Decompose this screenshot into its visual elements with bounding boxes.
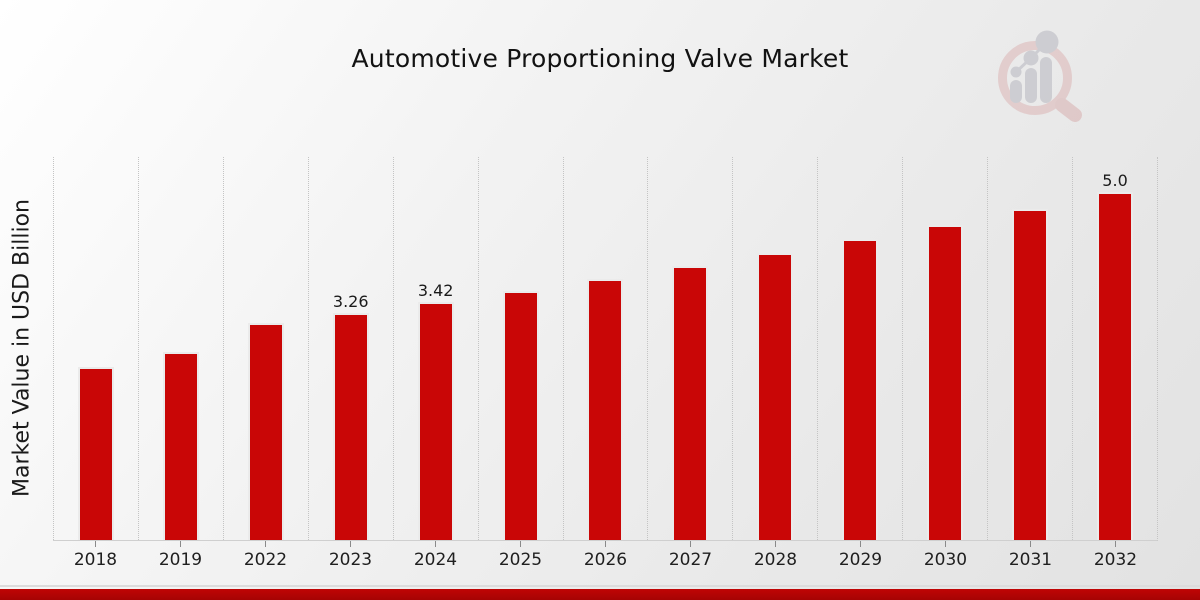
x-axis-tick bbox=[945, 541, 946, 547]
bar-value-label: 5.0 bbox=[1102, 170, 1128, 190]
bar-2032 bbox=[1097, 191, 1134, 540]
footer-red-bar bbox=[0, 589, 1200, 600]
x-axis-tick-label: 2032 bbox=[1093, 550, 1138, 570]
bar-column: 5.0 bbox=[1072, 157, 1157, 540]
x-axis-tick bbox=[350, 541, 351, 547]
bar-column: 3.42 bbox=[392, 157, 478, 540]
x-axis-tick-label: 2019 bbox=[158, 550, 203, 570]
bar-2031 bbox=[1012, 209, 1049, 540]
logo-dot-large bbox=[1035, 30, 1059, 54]
bar-2024 bbox=[417, 301, 454, 540]
x-axis-tick-label: 2018 bbox=[73, 550, 118, 570]
x-axis-cell: 2029 bbox=[818, 541, 903, 569]
footer-divider bbox=[0, 585, 1200, 587]
x-axis-tick-label: 2022 bbox=[243, 550, 288, 570]
plot-area: 3.26 3.42 5.0 bbox=[53, 157, 1158, 541]
magnifier-handle bbox=[1055, 98, 1082, 122]
bar-column bbox=[817, 157, 902, 540]
bar-2026 bbox=[587, 278, 624, 540]
x-axis-tick-label: 2023 bbox=[328, 550, 373, 570]
x-axis-tick bbox=[860, 541, 861, 547]
x-axis-cell: 2027 bbox=[648, 541, 733, 569]
x-axis-tick bbox=[95, 541, 96, 547]
x-axis-cell: 2030 bbox=[903, 541, 988, 569]
bar-value-label: 3.42 bbox=[417, 280, 454, 300]
x-axis-cell: 2023 bbox=[308, 541, 393, 569]
x-axis-tick-label: 2031 bbox=[1008, 550, 1053, 570]
bar-column bbox=[732, 157, 817, 540]
bar-column bbox=[477, 157, 563, 540]
chart-title: Automotive Proportioning Valve Market bbox=[351, 44, 849, 73]
x-axis-tick bbox=[605, 541, 606, 547]
bar-column bbox=[987, 157, 1072, 540]
bar-column bbox=[647, 157, 732, 540]
x-axis-tick-label: 2028 bbox=[753, 550, 798, 570]
bar-2027 bbox=[672, 266, 709, 540]
x-axis-tick bbox=[435, 541, 436, 547]
bar-2028 bbox=[757, 253, 794, 540]
x-axis-tick bbox=[690, 541, 691, 547]
x-axis-cell: 2028 bbox=[733, 541, 818, 569]
x-axis-cell: 2032 bbox=[1073, 541, 1158, 569]
bar-2022 bbox=[247, 323, 284, 540]
x-axis-cell: 2026 bbox=[563, 541, 648, 569]
x-axis-tick-label: 2029 bbox=[838, 550, 883, 570]
x-axis-tick bbox=[180, 541, 181, 547]
x-axis: 2018 2019 2022 2023 2024 2025 2026 2027 2028 2029… bbox=[53, 541, 1158, 569]
x-axis-tick-label: 2025 bbox=[498, 550, 543, 570]
magnifier-bar-chart-logo bbox=[998, 30, 1082, 122]
logo-dot-medium bbox=[1023, 50, 1039, 66]
x-axis-tick bbox=[775, 541, 776, 547]
x-axis-cell: 2019 bbox=[138, 541, 223, 569]
bar-2029 bbox=[842, 239, 879, 540]
x-axis-tick bbox=[1030, 541, 1031, 547]
bar-value-label: 3.26 bbox=[332, 292, 369, 311]
bar-2030 bbox=[927, 224, 964, 540]
bar-2018 bbox=[77, 367, 114, 540]
magnifier-ring bbox=[998, 41, 1072, 115]
bar-column bbox=[902, 157, 987, 540]
bar-2023 bbox=[332, 313, 369, 540]
x-axis-tick bbox=[1115, 541, 1116, 547]
bar-column bbox=[137, 157, 223, 540]
bar-2019 bbox=[162, 351, 199, 540]
logo-bar-large bbox=[1040, 57, 1052, 103]
y-axis-label: Market Value in USD Billion bbox=[9, 198, 35, 498]
x-axis-tick bbox=[265, 541, 266, 547]
x-axis-cell: 2025 bbox=[478, 541, 563, 569]
bar-column: 3.26 bbox=[307, 157, 393, 540]
x-axis-tick-label: 2030 bbox=[923, 550, 968, 570]
logo-bar-small bbox=[1010, 80, 1022, 103]
logo-dot-small bbox=[1010, 66, 1022, 78]
x-axis-cell: 2024 bbox=[393, 541, 478, 569]
bar-2025 bbox=[502, 290, 539, 540]
x-axis-tick bbox=[520, 541, 521, 547]
x-axis-tick-label: 2024 bbox=[413, 550, 458, 570]
x-axis-tick-label: 2027 bbox=[668, 550, 713, 570]
logo-bar-medium bbox=[1025, 68, 1037, 103]
bar-column bbox=[562, 157, 648, 540]
bar-column bbox=[53, 157, 138, 540]
x-axis-cell: 2031 bbox=[988, 541, 1073, 569]
bar-column bbox=[222, 157, 308, 540]
x-axis-tick-label: 2026 bbox=[583, 550, 628, 570]
x-axis-cell: 2022 bbox=[223, 541, 308, 569]
x-axis-cell: 2018 bbox=[53, 541, 138, 569]
